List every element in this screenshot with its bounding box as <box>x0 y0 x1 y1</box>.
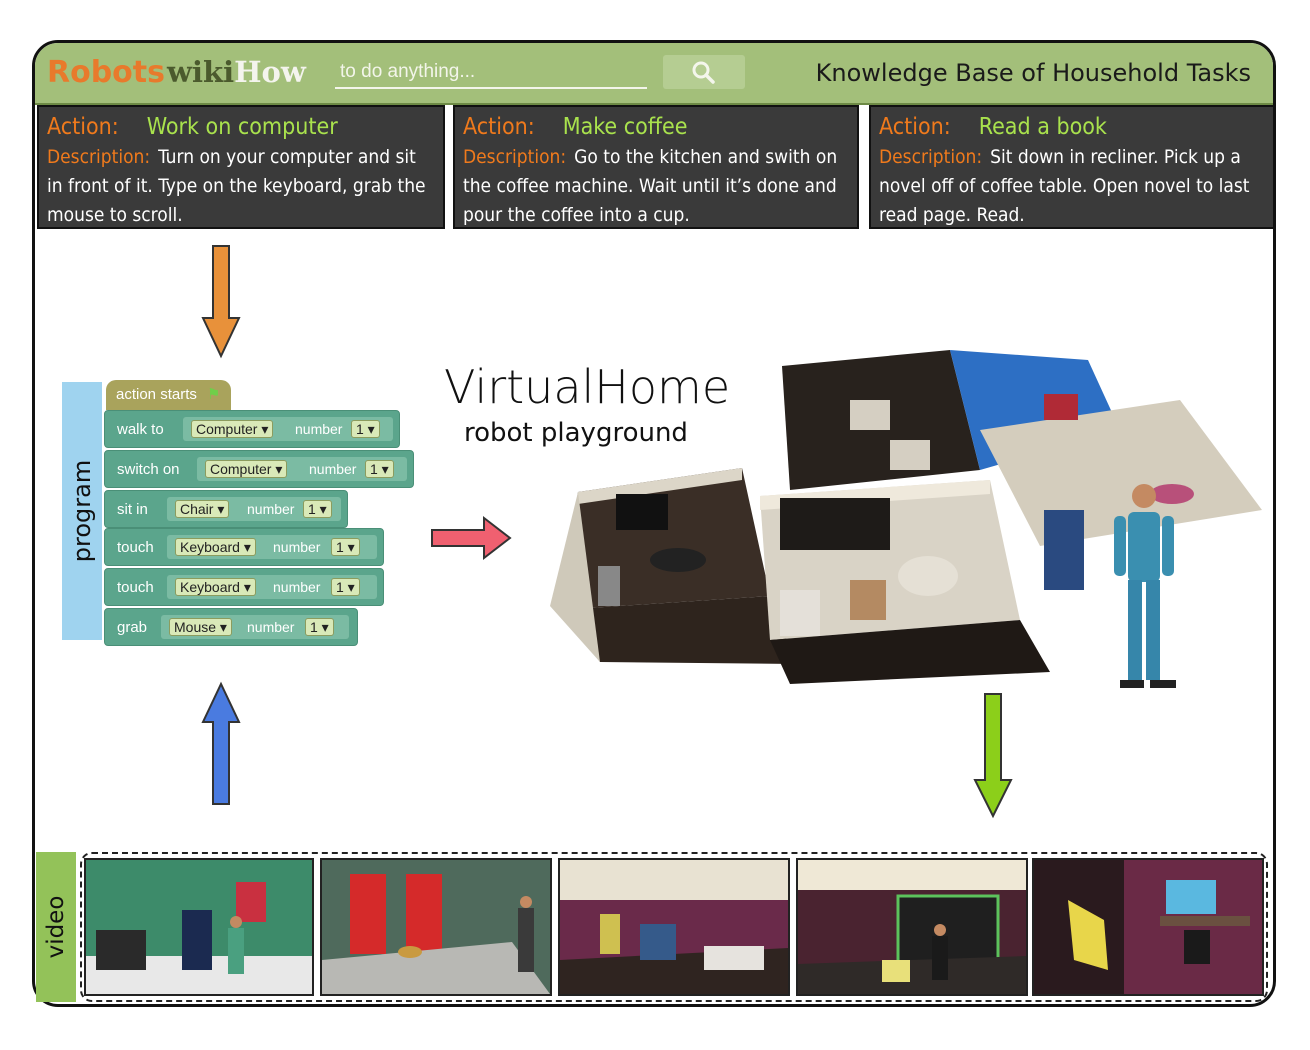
number-value: 1 <box>310 619 318 635</box>
brand-how: How <box>234 55 306 89</box>
search-input[interactable]: to do anything... <box>335 57 647 89</box>
object-name: Chair <box>180 501 214 517</box>
number-value: 1 <box>370 461 378 477</box>
object-name: Computer <box>210 461 272 477</box>
search-button[interactable] <box>663 55 745 89</box>
virtualhome-subtitle: robot playground <box>464 418 688 448</box>
number-dropdown[interactable]: 1 ▾ <box>331 538 360 556</box>
step-verb: touch <box>117 539 154 556</box>
number-label: number <box>295 421 343 437</box>
frame-4-illustration <box>798 860 1026 994</box>
description-text: Go to the kitchen and swith on the coffe… <box>463 146 838 226</box>
number-value: 1 <box>336 579 344 595</box>
number-value: 1 <box>336 539 344 555</box>
number-dropdown[interactable]: 1 ▾ <box>365 460 394 478</box>
action-name: Read a book <box>978 114 1107 140</box>
step-verb: walk to <box>117 421 164 438</box>
object-dropdown[interactable]: Keyboard ▾ <box>175 538 256 556</box>
knowledge-base-title: Knowledge Base of Household Tasks <box>815 59 1251 87</box>
object-dropdown[interactable]: Computer ▾ <box>191 420 274 438</box>
object-name: Keyboard <box>180 579 240 595</box>
description-label: Description: <box>47 146 151 168</box>
number-dropdown[interactable]: 1 ▾ <box>303 500 332 518</box>
step-verb: switch on <box>117 461 180 478</box>
object-name: Keyboard <box>180 539 240 555</box>
description-label: Description: <box>879 146 983 168</box>
step-slot: Keyboard ▾ number 1 ▾ <box>167 575 377 599</box>
action-label: Action: <box>47 114 119 140</box>
frame-1-illustration <box>86 860 312 994</box>
object-name: Mouse <box>174 619 217 635</box>
action-card-1: Action: Work on computer Description: Turn… <box>37 105 445 229</box>
video-frame-2 <box>320 858 552 996</box>
number-value: 1 <box>356 421 364 437</box>
program-step-5[interactable]: touch Keyboard ▾ number 1 ▾ <box>104 568 384 606</box>
number-label: number <box>273 539 321 555</box>
video-frame-4 <box>796 858 1028 996</box>
wikihow-logo: wikiHow <box>167 55 306 89</box>
frame-5-illustration <box>1034 860 1262 994</box>
virtualhome-title: VirtualHome <box>444 360 731 414</box>
frame-3-illustration <box>560 860 788 994</box>
step-slot: Computer ▾ number 1 ▾ <box>183 417 393 441</box>
search-icon <box>692 61 715 84</box>
program-step-2[interactable]: switch on Computer ▾ number 1 ▾ <box>104 450 414 488</box>
video-frame-3 <box>558 858 790 996</box>
program-step-1[interactable]: walk to Computer ▾ number 1 ▾ <box>104 410 400 448</box>
program-step-4[interactable]: touch Keyboard ▾ number 1 ▾ <box>104 528 384 566</box>
action-card-2: Action: Make coffee Description: Go to the… <box>453 105 859 229</box>
program-step-3[interactable]: sit in Chair ▾ number 1 ▾ <box>104 490 348 528</box>
action-starts-label: action starts <box>116 386 197 403</box>
step-slot: Mouse ▾ number 1 ▾ <box>161 615 349 639</box>
wikihow-header: Robots wikiHow to do anything... Knowled… <box>35 43 1273 105</box>
number-dropdown[interactable]: 1 ▾ <box>305 618 334 636</box>
object-dropdown[interactable]: Chair ▾ <box>175 500 230 518</box>
video-label-bar: video <box>36 852 76 1002</box>
number-dropdown[interactable]: 1 ▾ <box>331 578 360 596</box>
video-frames-strip <box>80 852 1268 1002</box>
step-verb: sit in <box>117 501 148 518</box>
number-value: 1 <box>308 501 316 517</box>
video-frame-1 <box>84 858 314 996</box>
video-frame-5 <box>1032 858 1264 996</box>
search-placeholder: to do anything... <box>340 61 476 82</box>
brand-wiki: wiki <box>167 55 235 89</box>
object-dropdown[interactable]: Keyboard ▾ <box>175 578 256 596</box>
brand-robots: Robots <box>47 55 165 90</box>
action-name: Work on computer <box>146 114 338 140</box>
object-name: Computer <box>196 421 258 437</box>
flag-icon: ⚑ <box>207 386 221 403</box>
action-label: Action: <box>463 114 535 140</box>
object-dropdown[interactable]: Computer ▾ <box>205 460 288 478</box>
number-label: number <box>247 619 295 635</box>
program-label-bar: program <box>62 382 102 640</box>
description-text: Sit down in recliner. Pick up a novel of… <box>879 146 1250 226</box>
step-verb: touch <box>117 579 154 596</box>
frame-2-illustration <box>322 860 550 994</box>
video-label: video <box>43 895 69 959</box>
step-verb: grab <box>117 619 148 636</box>
number-dropdown[interactable]: 1 ▾ <box>351 420 380 438</box>
action-starts-block[interactable]: action starts ⚑ <box>106 380 231 410</box>
number-label: number <box>247 501 295 517</box>
number-label: number <box>309 461 357 477</box>
program-step-6[interactable]: grab Mouse ▾ number 1 ▾ <box>104 608 358 646</box>
step-slot: Keyboard ▾ number 1 ▾ <box>167 535 377 559</box>
description-text: Turn on your computer and sit in front o… <box>47 146 426 226</box>
program-label: program <box>68 459 96 563</box>
number-label: number <box>273 579 321 595</box>
step-slot: Computer ▾ number 1 ▾ <box>197 457 407 481</box>
step-slot: Chair ▾ number 1 ▾ <box>167 497 341 521</box>
object-dropdown[interactable]: Mouse ▾ <box>169 618 232 636</box>
action-label: Action: <box>879 114 951 140</box>
action-card-3: Action: Read a book Description: Sit down … <box>869 105 1273 229</box>
action-name: Make coffee <box>562 114 688 140</box>
description-label: Description: <box>463 146 567 168</box>
